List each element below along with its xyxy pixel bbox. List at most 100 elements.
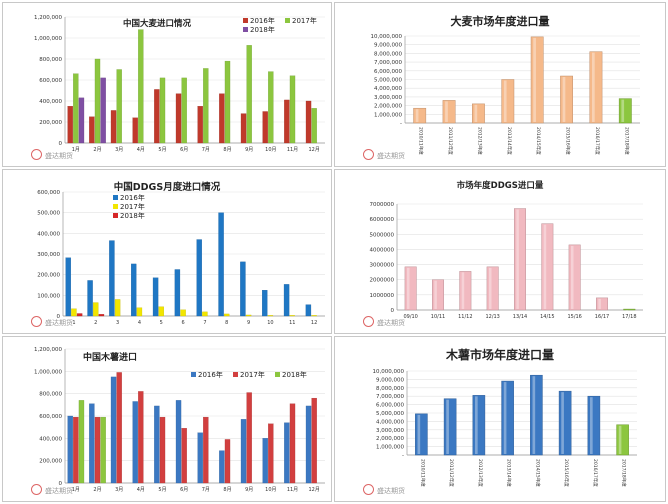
y-tick-label: 100,000: [37, 293, 60, 299]
bar: [514, 208, 526, 311]
bar: [311, 315, 317, 317]
bar: [138, 29, 144, 144]
x-tick-label: 2010/11年度: [419, 459, 426, 487]
chart-panel-cassava-yearly: - 1,000,000 2,000,000 3,000,000 4,000,000 5,0…: [334, 336, 666, 502]
y-tick-label: 500,000: [37, 211, 60, 217]
x-tick-label: 11月: [287, 487, 298, 493]
bar: [110, 110, 117, 144]
bar: [459, 271, 472, 311]
bar-body: [530, 374, 543, 456]
bar: [246, 45, 252, 144]
chart-svg: 0 200,000 400,000 600,000 800,000 1,000,000 1,…: [34, 15, 325, 153]
y-tick-label: 600,000: [39, 78, 62, 84]
bar: [158, 306, 164, 317]
bar-highlight: [516, 209, 519, 309]
chart-title: 大麦市场年度进口量: [450, 15, 550, 28]
y-tick-label: 0: [59, 141, 63, 147]
bar: [132, 401, 138, 484]
bar-body: [587, 395, 601, 456]
bar: [530, 36, 544, 124]
x-tick-label: 10/11: [431, 314, 445, 320]
bar-highlight: [445, 101, 448, 122]
bar: [159, 416, 166, 484]
bar-body: [618, 98, 632, 124]
bar: [174, 269, 181, 317]
legend-swatch: [233, 372, 238, 377]
chart-panel-barley-yearly: - 1,000,000 2,000,000 3,000,000 4,000,000 5,0…: [334, 2, 666, 167]
bar-body: [404, 266, 417, 311]
y-tick-label: 300,000: [37, 252, 60, 258]
bar-highlight: [533, 37, 536, 123]
chart-panel-barley-monthly: 0 200,000 400,000 600,000 800,000 1,000,000 1,…: [2, 2, 332, 167]
x-tick-label: 4月: [137, 487, 145, 493]
watermark-text: 盛达期货: [377, 487, 405, 495]
y-tick-label: 400,000: [39, 99, 62, 105]
y-tick-label: 200,000: [37, 273, 60, 279]
legend-label: 2018年: [250, 25, 275, 34]
bar: [224, 313, 230, 317]
watermark-logo-icon: [363, 149, 374, 160]
bar-highlight: [475, 396, 478, 454]
x-tick-label: 2017/18年度: [621, 459, 628, 487]
bar: [284, 99, 290, 144]
bar-highlight: [415, 109, 419, 122]
x-tick-label: 8月: [223, 487, 231, 493]
bar-body: [415, 413, 428, 456]
y-tick-label: 800,000: [39, 392, 62, 398]
bar: [501, 79, 515, 124]
bar-highlight: [503, 382, 507, 454]
legend-label: 2017年: [292, 16, 317, 25]
x-tick-label: 2014/15年度: [535, 127, 542, 155]
bar: [501, 380, 514, 456]
bar-highlight: [461, 272, 465, 309]
bar-highlight: [417, 414, 421, 454]
bar-highlight: [590, 397, 593, 454]
legend-label: 2017年: [240, 370, 265, 379]
bar-highlight: [434, 280, 437, 309]
chart-svg: 0 200,000 400,000 600,000 800,000 1,000,000 1,…: [34, 347, 325, 493]
chart-title: 木薯市场年度进口量: [445, 348, 554, 362]
y-tick-label: 400,000: [37, 231, 60, 237]
bar: [154, 405, 160, 484]
x-tick-label: 1月: [72, 147, 80, 153]
y-tick-label: 800,000: [39, 57, 62, 63]
bar: [443, 398, 457, 456]
bar-highlight: [532, 376, 536, 454]
x-tick-label: 14/15: [540, 314, 554, 320]
x-tick-label: 09/10: [403, 314, 417, 320]
bar: [76, 313, 83, 317]
bar: [305, 304, 312, 317]
bar: [305, 405, 312, 484]
bar-body: [501, 380, 514, 456]
bar: [131, 263, 137, 317]
bar: [541, 223, 554, 311]
y-tick-label: 9,000,000: [376, 377, 404, 383]
x-tick-label: 2016/17年度: [594, 127, 601, 155]
x-tick-label: 15/16: [567, 314, 581, 320]
bar: [116, 372, 122, 484]
bar: [218, 212, 224, 317]
legend-label: 2016年: [198, 370, 223, 379]
legend-swatch: [113, 195, 118, 200]
bar: [180, 309, 186, 317]
x-tick-label: 2013/14年度: [506, 127, 513, 155]
bar: [289, 75, 296, 144]
bar: [65, 257, 71, 317]
bar: [181, 77, 187, 144]
y-tick-label: 9,000,000: [374, 43, 402, 49]
x-tick-label: 5月: [158, 147, 166, 153]
x-tick-label: 17/18: [622, 314, 636, 320]
bar-body: [560, 75, 573, 124]
y-tick-label: 1,200,000: [34, 15, 62, 21]
legend-swatch: [113, 204, 118, 209]
x-tick-label: 9: [247, 320, 250, 326]
watermark-logo-icon: [363, 484, 374, 495]
bar: [154, 89, 160, 144]
x-tick-label: 2014/15年度: [534, 459, 541, 487]
bar-highlight: [621, 99, 625, 122]
y-tick-label: 1,000,000: [34, 36, 62, 42]
chart-panel-ddgs-yearly: 0 1000000 2000000 3000000 4000000 5000000 6000…: [334, 169, 666, 334]
y-tick-label: 5,000,000: [376, 411, 404, 417]
y-tick-label: 10,000,000: [371, 34, 403, 40]
bar: [100, 77, 106, 144]
